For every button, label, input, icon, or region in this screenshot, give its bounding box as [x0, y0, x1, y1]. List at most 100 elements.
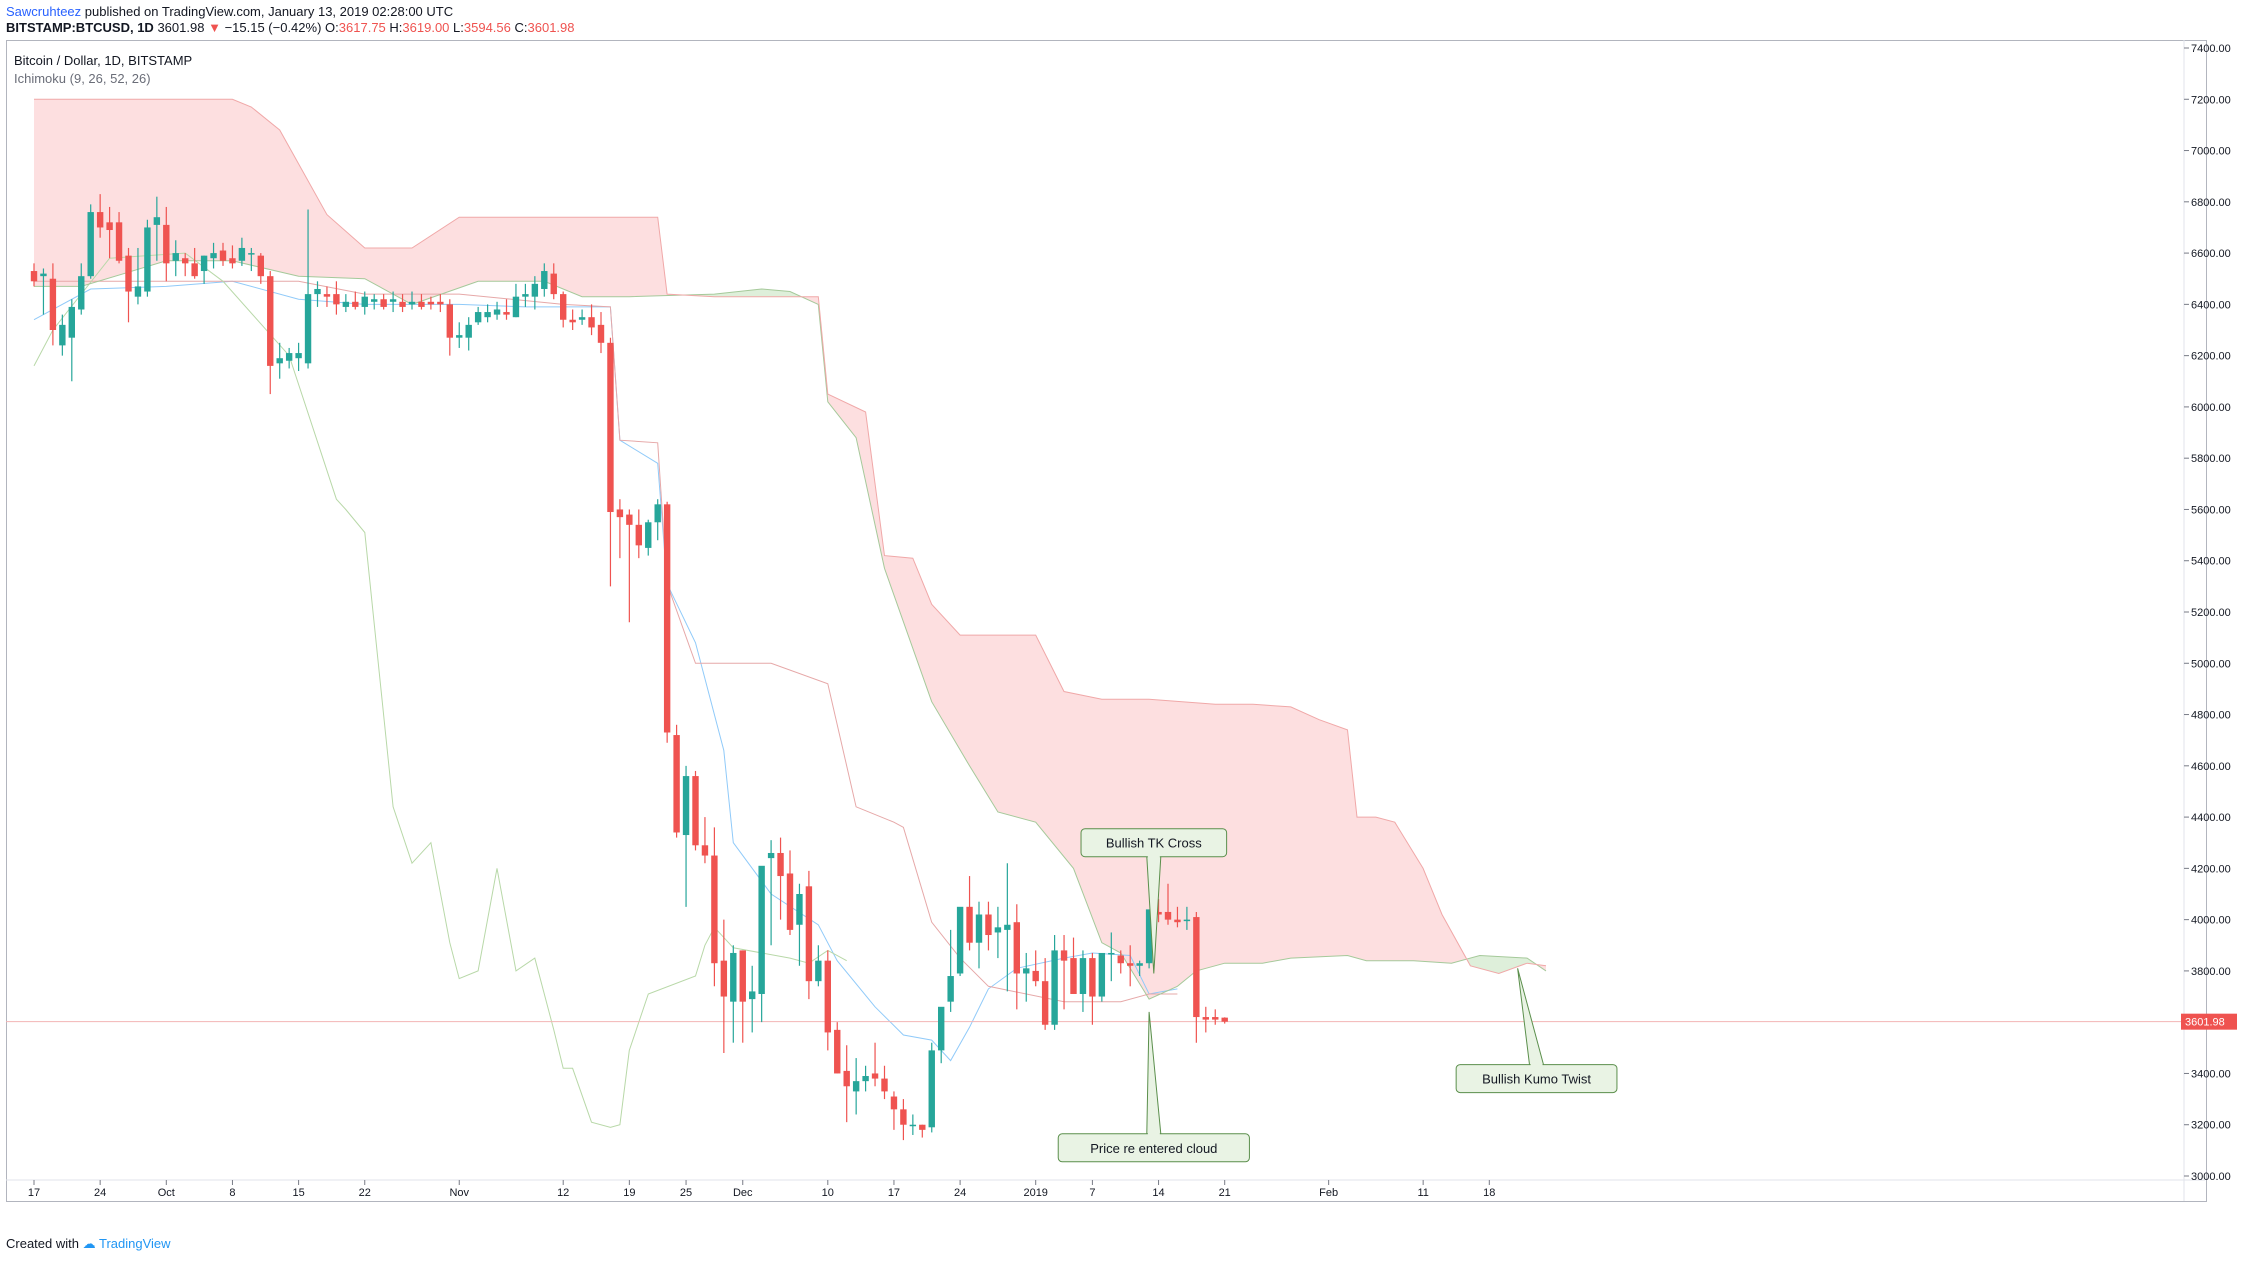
- last-price-badge: [2181, 1013, 2237, 1030]
- candle: [739, 950, 746, 1043]
- candle-body: [701, 845, 709, 856]
- candle: [115, 212, 123, 264]
- candle: [767, 840, 775, 946]
- open-value: 3617.75: [338, 20, 386, 35]
- tradingview-brand[interactable]: TradingView: [99, 1236, 171, 1251]
- x-tick-label: 17: [28, 1187, 40, 1199]
- candle-body: [938, 1006, 945, 1051]
- candle: [843, 1045, 850, 1123]
- candle-body: [172, 253, 179, 261]
- last-price: 3601.98: [157, 20, 205, 35]
- candle-body: [493, 309, 501, 315]
- candle: [560, 291, 567, 328]
- candle: [852, 1058, 860, 1115]
- candle-body: [1155, 911, 1162, 915]
- candle-body: [1013, 922, 1020, 974]
- candle-body: [749, 991, 756, 1000]
- candle-body: [1060, 950, 1068, 961]
- candle: [597, 312, 605, 354]
- candle: [531, 276, 539, 310]
- candle-body: [427, 301, 435, 305]
- candle: [522, 283, 529, 307]
- candle-body: [106, 222, 113, 231]
- candle-body: [994, 927, 1002, 933]
- x-tick-label: Dec: [733, 1187, 753, 1199]
- candle: [796, 883, 803, 966]
- candle: [1136, 960, 1143, 977]
- candle-body: [115, 222, 123, 261]
- bearish-cloud: [34, 99, 684, 305]
- candle-body: [361, 296, 368, 307]
- candle-body: [607, 342, 614, 513]
- candle-body: [371, 299, 378, 302]
- candle: [257, 253, 264, 284]
- candle-body: [541, 271, 548, 289]
- callout-text: Price re entered cloud: [1090, 1141, 1217, 1156]
- y-tick-label: 7000.00: [2191, 146, 2231, 158]
- candle: [352, 291, 359, 310]
- candle: [418, 294, 425, 310]
- candle-body: [805, 886, 813, 982]
- candle-body: [909, 1124, 917, 1127]
- candle: [1145, 909, 1153, 969]
- candle-body: [881, 1078, 888, 1092]
- candle: [1108, 932, 1115, 982]
- candle: [248, 247, 255, 272]
- candle-body: [1193, 917, 1200, 1018]
- candle-body: [503, 312, 510, 315]
- candle-body: [730, 952, 737, 1002]
- symbol-label: BITSTAMP:BTCUSD, 1D: [6, 20, 154, 35]
- candle-body: [578, 317, 586, 320]
- candle-body: [956, 906, 964, 974]
- candle: [588, 304, 595, 336]
- candle-body: [144, 227, 151, 292]
- series-line-kijun: [34, 280, 1178, 1003]
- candle-body: [777, 852, 784, 877]
- candle-body: [191, 263, 198, 277]
- callout: Bullish Kumo Twist: [1455, 968, 1618, 1094]
- candle-body: [843, 1070, 850, 1087]
- candle-body: [304, 294, 312, 364]
- candle-body: [1023, 968, 1030, 974]
- candle-body: [1212, 1017, 1219, 1020]
- candle: [1070, 937, 1077, 994]
- candle: [503, 299, 510, 320]
- candle-body: [474, 312, 482, 323]
- candle: [276, 342, 283, 379]
- candle-body: [40, 273, 47, 277]
- candle: [182, 253, 189, 277]
- open-label: O:: [325, 20, 339, 35]
- candle: [975, 901, 983, 969]
- candle: [550, 263, 557, 300]
- candle-body: [1041, 981, 1049, 1025]
- candle-body: [739, 950, 746, 1002]
- ohlc-line: BITSTAMP:BTCUSD, 1D 3601.98 ▼ −15.15 (−0…: [6, 20, 575, 36]
- author-link[interactable]: Sawcruhteez: [6, 4, 82, 19]
- candle: [304, 209, 312, 369]
- x-tick-label: 11: [1417, 1187, 1428, 1199]
- y-tick-label: 5000.00: [2191, 658, 2231, 670]
- x-tick-label: 19: [623, 1187, 635, 1199]
- y-tick-label: 6200.00: [2191, 351, 2231, 363]
- publish-line: Sawcruhteez published on TradingView.com…: [6, 4, 575, 20]
- x-tick-label: 2019: [1023, 1187, 1047, 1199]
- candle: [333, 281, 340, 315]
- candle: [78, 263, 85, 315]
- candle: [1202, 1006, 1209, 1033]
- candle: [1032, 950, 1039, 987]
- chart-frame[interactable]: [6, 40, 2207, 1202]
- indicator-label[interactable]: Ichimoku (9, 26, 52, 26): [14, 71, 151, 86]
- x-tick-label: 24: [954, 1187, 966, 1199]
- candle: [928, 1042, 935, 1133]
- candle-body: [314, 288, 321, 295]
- candle: [682, 765, 690, 907]
- candle: [758, 865, 765, 1023]
- candle: [200, 255, 208, 284]
- x-tick-label: 15: [292, 1187, 304, 1199]
- candle: [966, 876, 973, 951]
- candle-body: [588, 317, 595, 328]
- candle: [777, 837, 784, 920]
- candle-body: [59, 324, 66, 346]
- candle: [342, 294, 350, 313]
